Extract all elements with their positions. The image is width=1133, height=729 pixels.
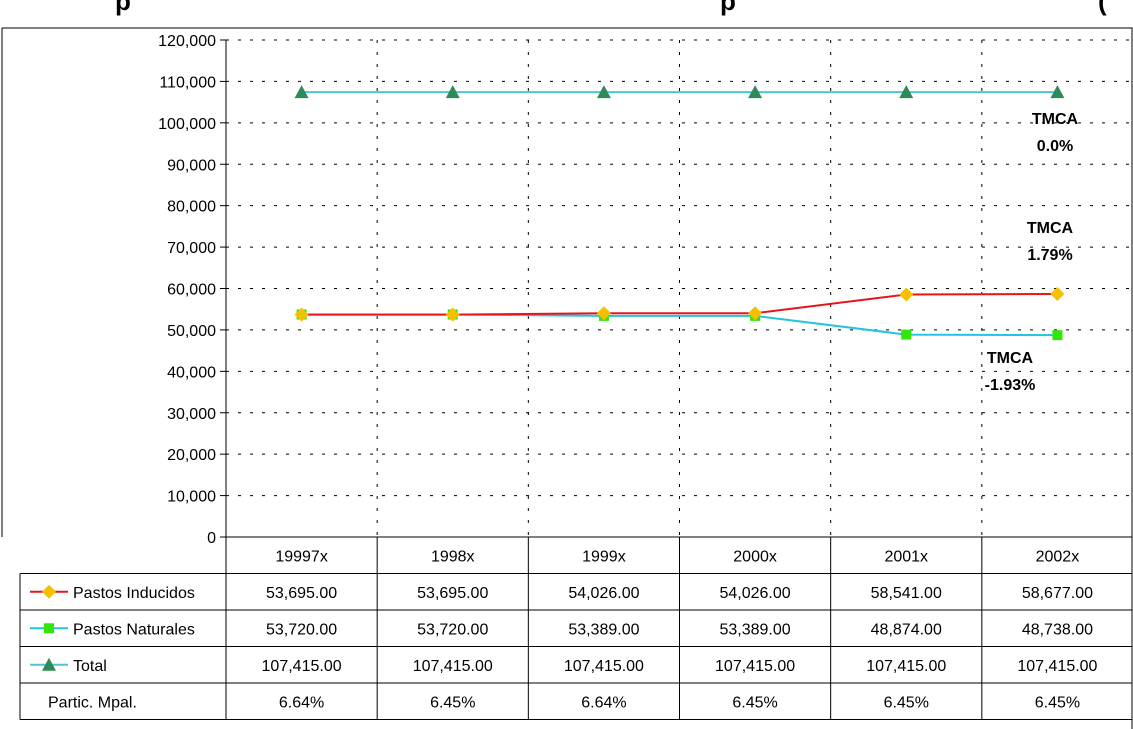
data-point-total bbox=[294, 85, 309, 99]
chart-frame bbox=[1, 27, 1133, 729]
legend-key-marker-total bbox=[42, 657, 56, 671]
table-cell-value: 107,415.00 bbox=[564, 658, 644, 675]
tmca-value: 0.0% bbox=[1037, 138, 1073, 155]
table-cell-value: 54,026.00 bbox=[568, 585, 639, 602]
data-point-total bbox=[596, 85, 611, 99]
data-point-total bbox=[1050, 85, 1065, 99]
tmca-label: TMCA bbox=[1027, 220, 1074, 237]
data-point-pastos-inducidos bbox=[596, 306, 611, 321]
table-cell-value: 58,677.00 bbox=[1022, 585, 1093, 602]
x-category-label: 2002x bbox=[1036, 548, 1080, 565]
title-fragment-right: ( bbox=[1098, 0, 1108, 16]
table-cell-value: 54,026.00 bbox=[719, 585, 790, 602]
data-point-pastos-inducidos bbox=[899, 287, 914, 302]
data-point-pastos-inducidos bbox=[445, 307, 460, 322]
data-point-pastos-inducidos bbox=[1050, 286, 1065, 301]
y-tick-label: 110,000 bbox=[159, 74, 216, 91]
table-cell-value: 53,695.00 bbox=[417, 585, 488, 602]
chart-title: p p ( bbox=[0, 0, 1133, 16]
table-cell-value: 107,415.00 bbox=[866, 658, 946, 675]
data-point-pastos-inducidos bbox=[294, 307, 309, 322]
table-cell-value: 107,415.00 bbox=[715, 658, 795, 675]
y-tick-label: 70,000 bbox=[167, 240, 216, 257]
title-fragment-middle: p bbox=[720, 0, 737, 16]
legend-label-pastos-inducidos: Pastos Inducidos bbox=[73, 585, 195, 602]
table-row-label: Partic. Mpal. bbox=[48, 694, 137, 711]
y-tick-label: 50,000 bbox=[167, 323, 216, 340]
y-tick-label: 60,000 bbox=[167, 282, 216, 299]
table-cell-value: 6.45% bbox=[1035, 694, 1080, 711]
x-category-label: 2001x bbox=[884, 548, 928, 565]
tmca-value: 1.79% bbox=[1027, 247, 1072, 264]
table-cell-value: 58,541.00 bbox=[871, 585, 942, 602]
tmca-label: TMCA bbox=[1032, 111, 1079, 128]
legend-label-total: Total bbox=[73, 658, 107, 675]
y-tick-label: 0 bbox=[207, 530, 216, 547]
table-cell-value: 53,389.00 bbox=[719, 621, 790, 638]
y-tick-label: 120,000 bbox=[158, 33, 216, 50]
data-point-total bbox=[748, 85, 763, 99]
y-tick-label: 40,000 bbox=[167, 364, 216, 381]
data-point-total bbox=[445, 85, 460, 99]
table-cell-value: 107,415.00 bbox=[262, 658, 342, 675]
x-category-label: 1998x bbox=[431, 548, 475, 565]
legend-label-pastos-naturales: Pastos Naturales bbox=[73, 621, 195, 638]
data-point-total bbox=[899, 85, 914, 99]
x-category-label: 19997x bbox=[275, 548, 328, 565]
tmca-label: TMCA bbox=[987, 350, 1034, 367]
series-line-pastos-inducidos bbox=[301, 292, 1058, 316]
table-cell-value: 48,874.00 bbox=[871, 621, 942, 638]
tmca-value: -1.93% bbox=[985, 377, 1036, 394]
table-cell-value: 6.64% bbox=[581, 694, 626, 711]
title-fragment-left: p bbox=[115, 0, 132, 16]
table-cell-value: 107,415.00 bbox=[1017, 658, 1097, 675]
x-category-label: 1999x bbox=[582, 548, 626, 565]
table-cell-value: 53,695.00 bbox=[266, 585, 337, 602]
y-tick-label: 30,000 bbox=[167, 406, 216, 423]
y-tick-label: 10,000 bbox=[167, 489, 216, 506]
y-tick-label: 80,000 bbox=[167, 199, 216, 216]
table-cell-value: 6.64% bbox=[279, 694, 324, 711]
legend-key-marker-pastos-naturales bbox=[44, 623, 54, 634]
table-cell-value: 48,738.00 bbox=[1022, 621, 1093, 638]
table-cell-value: 53,720.00 bbox=[417, 621, 488, 638]
y-tick-label: 100,000 bbox=[158, 116, 216, 133]
y-tick-label: 90,000 bbox=[167, 157, 216, 174]
data-point-pastos-inducidos bbox=[748, 306, 763, 321]
table-cell-value: 6.45% bbox=[430, 694, 475, 711]
legend-key-marker-pastos-inducidos bbox=[42, 584, 56, 599]
data-point-pastos-naturales bbox=[901, 329, 912, 340]
table-cell-value: 6.45% bbox=[732, 694, 777, 711]
y-tick-label: 20,000 bbox=[167, 447, 216, 464]
data-point-pastos-naturales bbox=[1052, 330, 1063, 341]
x-category-label: 2000x bbox=[733, 548, 777, 565]
table-cell-value: 107,415.00 bbox=[413, 658, 493, 675]
table-cell-value: 6.45% bbox=[884, 694, 929, 711]
table-cell-value: 53,720.00 bbox=[266, 621, 337, 638]
table-cell-value: 53,389.00 bbox=[568, 621, 639, 638]
